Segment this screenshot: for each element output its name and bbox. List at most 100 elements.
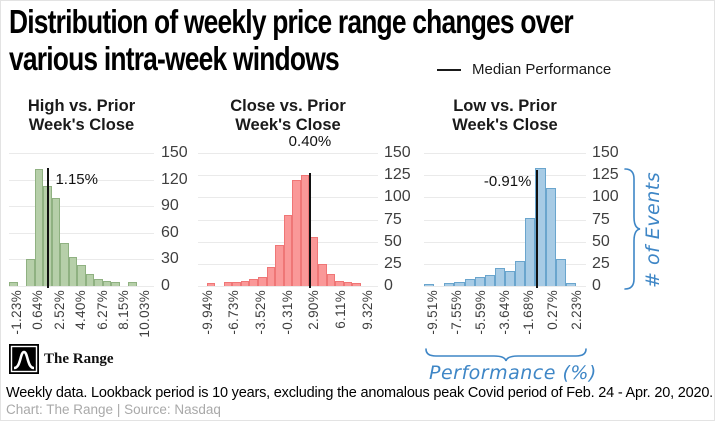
gridline: [198, 197, 378, 199]
histogram-bar: [494, 268, 505, 286]
median-line-icon: [437, 68, 461, 71]
y-tick-label: 25: [384, 254, 402, 272]
y-tick-label: 75: [592, 210, 610, 228]
gridline: [198, 153, 378, 154]
median-value-label: -0.91%: [483, 173, 532, 190]
x-tick-label: -5.59%: [472, 290, 488, 335]
gridline: [424, 219, 586, 221]
histogram-bar: [85, 273, 95, 286]
chart-title-line2: Week's Close: [235, 116, 341, 134]
x-tick-label: -3.52%: [253, 290, 269, 335]
histogram-bar: [454, 281, 465, 286]
x-tick-label: 9.32%: [359, 290, 375, 330]
histogram-bar: [223, 282, 233, 286]
median-line: [47, 168, 50, 288]
gridline: [9, 206, 154, 208]
chart-title-line2: Week's Close: [452, 116, 558, 134]
y-axis-label: # of Events: [642, 171, 664, 289]
credit-line: Chart: The Range | Source: Nasdaq: [6, 402, 221, 417]
histogram-bar: [444, 283, 455, 286]
y-tick-label: 30: [161, 250, 179, 268]
gridline: [9, 232, 154, 234]
x-tick-label: 0.64%: [30, 290, 46, 330]
y-tick-label: 125: [592, 166, 619, 184]
page-title: Distribution of weekly price range chang…: [9, 3, 574, 77]
events-axis-brace: [624, 168, 641, 290]
histogram-bar: [232, 281, 241, 286]
x-tick-label: -6.73%: [226, 290, 242, 335]
histogram-bar: [424, 284, 435, 286]
histogram-bar: [34, 168, 44, 286]
x-tick-label: 8.15%: [116, 290, 131, 330]
gridline: [424, 241, 586, 243]
plot-area-close-vs-prior-close: 0.40%: [198, 133, 378, 288]
performance-axis-brace: [425, 348, 587, 362]
histogram-bar: [43, 185, 52, 286]
x-tick-label: 6.11%: [333, 290, 348, 329]
histogram-bar: [206, 283, 216, 286]
histogram-bar: [535, 168, 546, 286]
x-tick-label: 6.27%: [94, 290, 110, 330]
y-tick-label: 120: [161, 170, 188, 188]
gridline: [424, 175, 586, 177]
x-tick-label: -3.64%: [496, 290, 512, 335]
histogram-bar: [51, 198, 61, 286]
y-tick-label: 0: [161, 277, 170, 294]
gridline: [424, 197, 586, 199]
gridline: [198, 286, 378, 287]
bell-curve-icon: [9, 344, 39, 374]
chart-title-line1: Close vs. Prior: [230, 97, 346, 115]
gridline: [198, 175, 378, 177]
histogram-bar: [474, 277, 485, 286]
y-tick-label: 0: [384, 277, 393, 294]
y-tick-label: 25: [592, 254, 610, 272]
histogram-bar: [258, 277, 267, 286]
histogram-bar: [464, 278, 475, 286]
histogram-bar: [26, 259, 35, 286]
histogram-bar: [565, 283, 576, 286]
histogram-bar: [352, 283, 361, 286]
y-tick-label: 150: [161, 144, 188, 161]
histogram-bar: [240, 280, 250, 286]
logo: The Range: [9, 344, 114, 374]
y-tick-label: 50: [384, 232, 402, 250]
gridline: [424, 286, 586, 287]
y-tick-label: 125: [384, 166, 411, 184]
gridline: [424, 263, 586, 265]
histogram-bar: [484, 275, 495, 286]
histogram-bar: [545, 188, 556, 286]
page-title-line1: Distribution of weekly price range chang…: [9, 3, 574, 40]
histogram-bar: [292, 179, 301, 286]
gridline: [424, 153, 586, 154]
page-title-line2: various intra-week windows: [9, 40, 340, 77]
histogram-bar: [525, 217, 536, 286]
histogram-bar: [326, 274, 336, 286]
chart-title-line1: Low vs. Prior: [453, 97, 557, 115]
median-value-label: 0.40%: [288, 133, 332, 150]
histogram-bar: [68, 256, 78, 286]
histogram-bar: [505, 270, 516, 286]
gridline: [9, 259, 154, 261]
histogram-bar: [555, 259, 566, 286]
plot-area-high-vs-prior-close: 1.15%: [9, 153, 154, 288]
y-tick-label: 0: [592, 277, 601, 294]
y-tick-label: 90: [161, 197, 179, 215]
histogram-bar: [77, 264, 86, 286]
gridline: [9, 153, 154, 154]
x-tick-label: 2.23%: [568, 290, 584, 330]
histogram-bar: [275, 245, 284, 286]
histogram-bar: [249, 278, 258, 286]
x-tick-label: 0.27%: [544, 290, 560, 330]
chart-title-close-vs-prior-close: Close vs. Prior Week's Close: [198, 97, 378, 135]
footnote: Weekly data. Lookback period is 10 years…: [6, 385, 714, 401]
x-tick-label: -9.51%: [424, 290, 440, 335]
y-tick-label: 150: [384, 144, 411, 161]
y-tick-label: 60: [161, 223, 179, 241]
chart-title-line1: High vs. Prior: [27, 97, 136, 115]
histogram-bar: [111, 281, 120, 286]
y-tick-label: 100: [592, 188, 619, 206]
median-value-label: 1.15%: [55, 171, 98, 188]
histogram-bar: [335, 280, 344, 286]
y-tick-label: 50: [592, 232, 610, 250]
